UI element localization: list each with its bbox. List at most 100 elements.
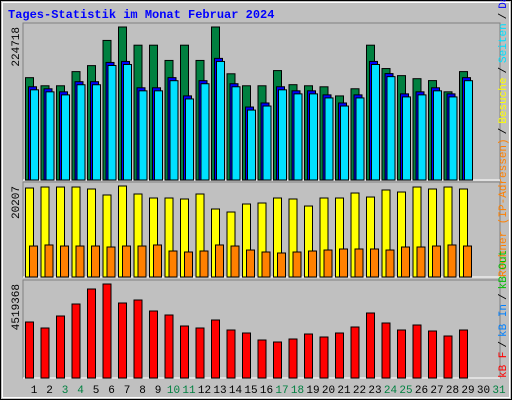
x-tick-label: 14 [229,385,243,397]
x-tick-label: 27 [430,385,443,397]
bar [180,325,189,379]
legend-entry: kB Out [498,250,510,290]
bar [292,251,302,278]
bar [381,322,391,379]
bar [164,314,174,379]
x-tick-label: 10 [167,385,180,397]
bar [308,250,317,278]
bar [447,244,457,278]
x-tick-label: 18 [291,385,304,397]
bar [432,245,441,278]
legend-separator: / [498,128,510,135]
bar [102,283,112,379]
bar [386,76,396,181]
x-tick-label: 4 [77,385,84,397]
legend-separator: / [498,13,510,20]
bar [61,94,70,181]
bar [92,84,101,181]
x-tick-label: 29 [461,385,474,397]
bar [60,245,69,278]
bar [231,86,241,181]
x-tick-label: 26 [415,385,428,397]
bar [200,83,210,181]
bar [29,245,38,278]
x-tick-label: 31 [492,385,506,397]
bar [401,246,410,278]
x-tick-label: 1 [31,385,38,397]
bar [216,60,225,181]
bar [273,341,282,379]
bar [278,89,287,181]
bar [340,105,349,181]
bar [257,339,267,379]
x-tick-label: 5 [93,385,100,397]
bar [323,249,333,278]
x-tick-label: 12 [198,385,211,397]
bar [366,312,375,379]
bar [133,299,143,379]
bar [288,338,298,379]
x-tick-label: 7 [124,385,131,397]
bar [385,249,395,278]
x-tick-label: 2 [46,385,53,397]
y-max-label: 20207 [11,186,23,219]
bar [195,327,205,379]
bar [354,248,364,278]
bar [416,246,426,278]
legend-entry: kB In [498,304,510,337]
bar [215,244,224,278]
legend: Rechner (IP-Adressen) / Besuche / Seiten / Dat… [498,0,510,277]
bar [138,90,148,181]
bar [412,324,422,379]
x-tick-label: 20 [322,385,335,397]
bar [247,109,256,181]
bar [335,332,344,379]
bar [402,96,411,181]
bar [242,332,251,379]
bar [230,245,240,278]
bar [448,96,458,181]
x-tick-label: 6 [108,385,115,397]
bar [44,244,54,278]
x-tick-label: 22 [353,385,366,397]
bar [40,327,50,379]
bar [226,329,236,379]
bar [355,97,365,181]
x-tick-label: 17 [275,385,288,397]
x-tick-label: 13 [213,385,226,397]
bar [123,63,132,181]
bar [261,251,271,278]
bar [319,336,329,379]
legend-entry: Rechner (IP-Adressen) [498,138,510,277]
x-tick-label: 11 [182,385,196,397]
bar [417,94,427,181]
legend-separator: / [498,341,510,348]
legend: kB F / kB In / kB Out [498,250,510,378]
bar [118,302,127,379]
bar [350,326,360,379]
bar [87,288,96,379]
bar [397,329,406,379]
x-tick-label: 30 [477,385,490,397]
bar [262,105,272,181]
bar [91,245,100,278]
x-tick-label: 15 [244,385,257,397]
bar [154,90,163,181]
bar [199,250,209,278]
bar [137,245,147,278]
y-max-label: 224718 [11,27,23,67]
y-max-label: 4519368 [11,284,23,330]
bar [149,310,158,379]
bar [309,93,318,181]
bar [107,65,117,181]
bar [464,80,473,181]
bar [339,248,348,278]
bar [76,84,86,181]
bar [443,335,453,379]
x-tick-label: 3 [62,385,69,397]
bar [246,249,255,278]
bar [25,321,34,379]
bar [30,89,39,181]
